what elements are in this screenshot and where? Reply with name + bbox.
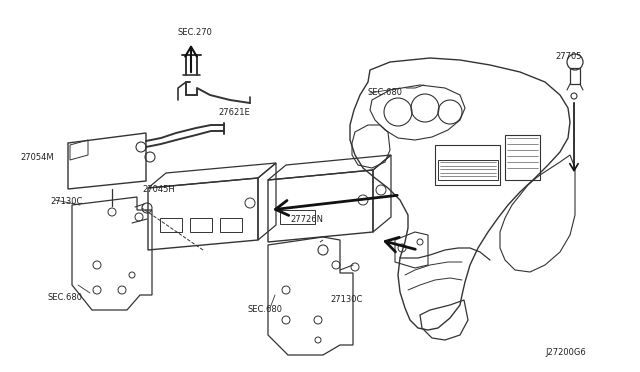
Text: 27045H: 27045H (142, 185, 175, 194)
Bar (190, 218, 212, 232)
Text: SEC.680: SEC.680 (368, 88, 403, 97)
Bar (438, 160, 498, 180)
Bar (570, 68, 580, 84)
Bar (160, 218, 182, 232)
Bar (435, 145, 500, 185)
Text: SEC.680: SEC.680 (47, 293, 82, 302)
Bar (505, 135, 540, 180)
Text: 27705: 27705 (555, 52, 582, 61)
Text: 27621E: 27621E (218, 108, 250, 117)
Text: 27130C: 27130C (50, 197, 83, 206)
Text: 27054M: 27054M (20, 153, 54, 162)
Text: 27130C: 27130C (330, 295, 362, 304)
Text: J27200G6: J27200G6 (545, 348, 586, 357)
Bar (220, 218, 242, 232)
Text: 27726N: 27726N (290, 215, 323, 224)
Text: SEC.270: SEC.270 (177, 28, 212, 37)
Bar (280, 210, 315, 224)
Text: SEC.680: SEC.680 (248, 305, 283, 314)
